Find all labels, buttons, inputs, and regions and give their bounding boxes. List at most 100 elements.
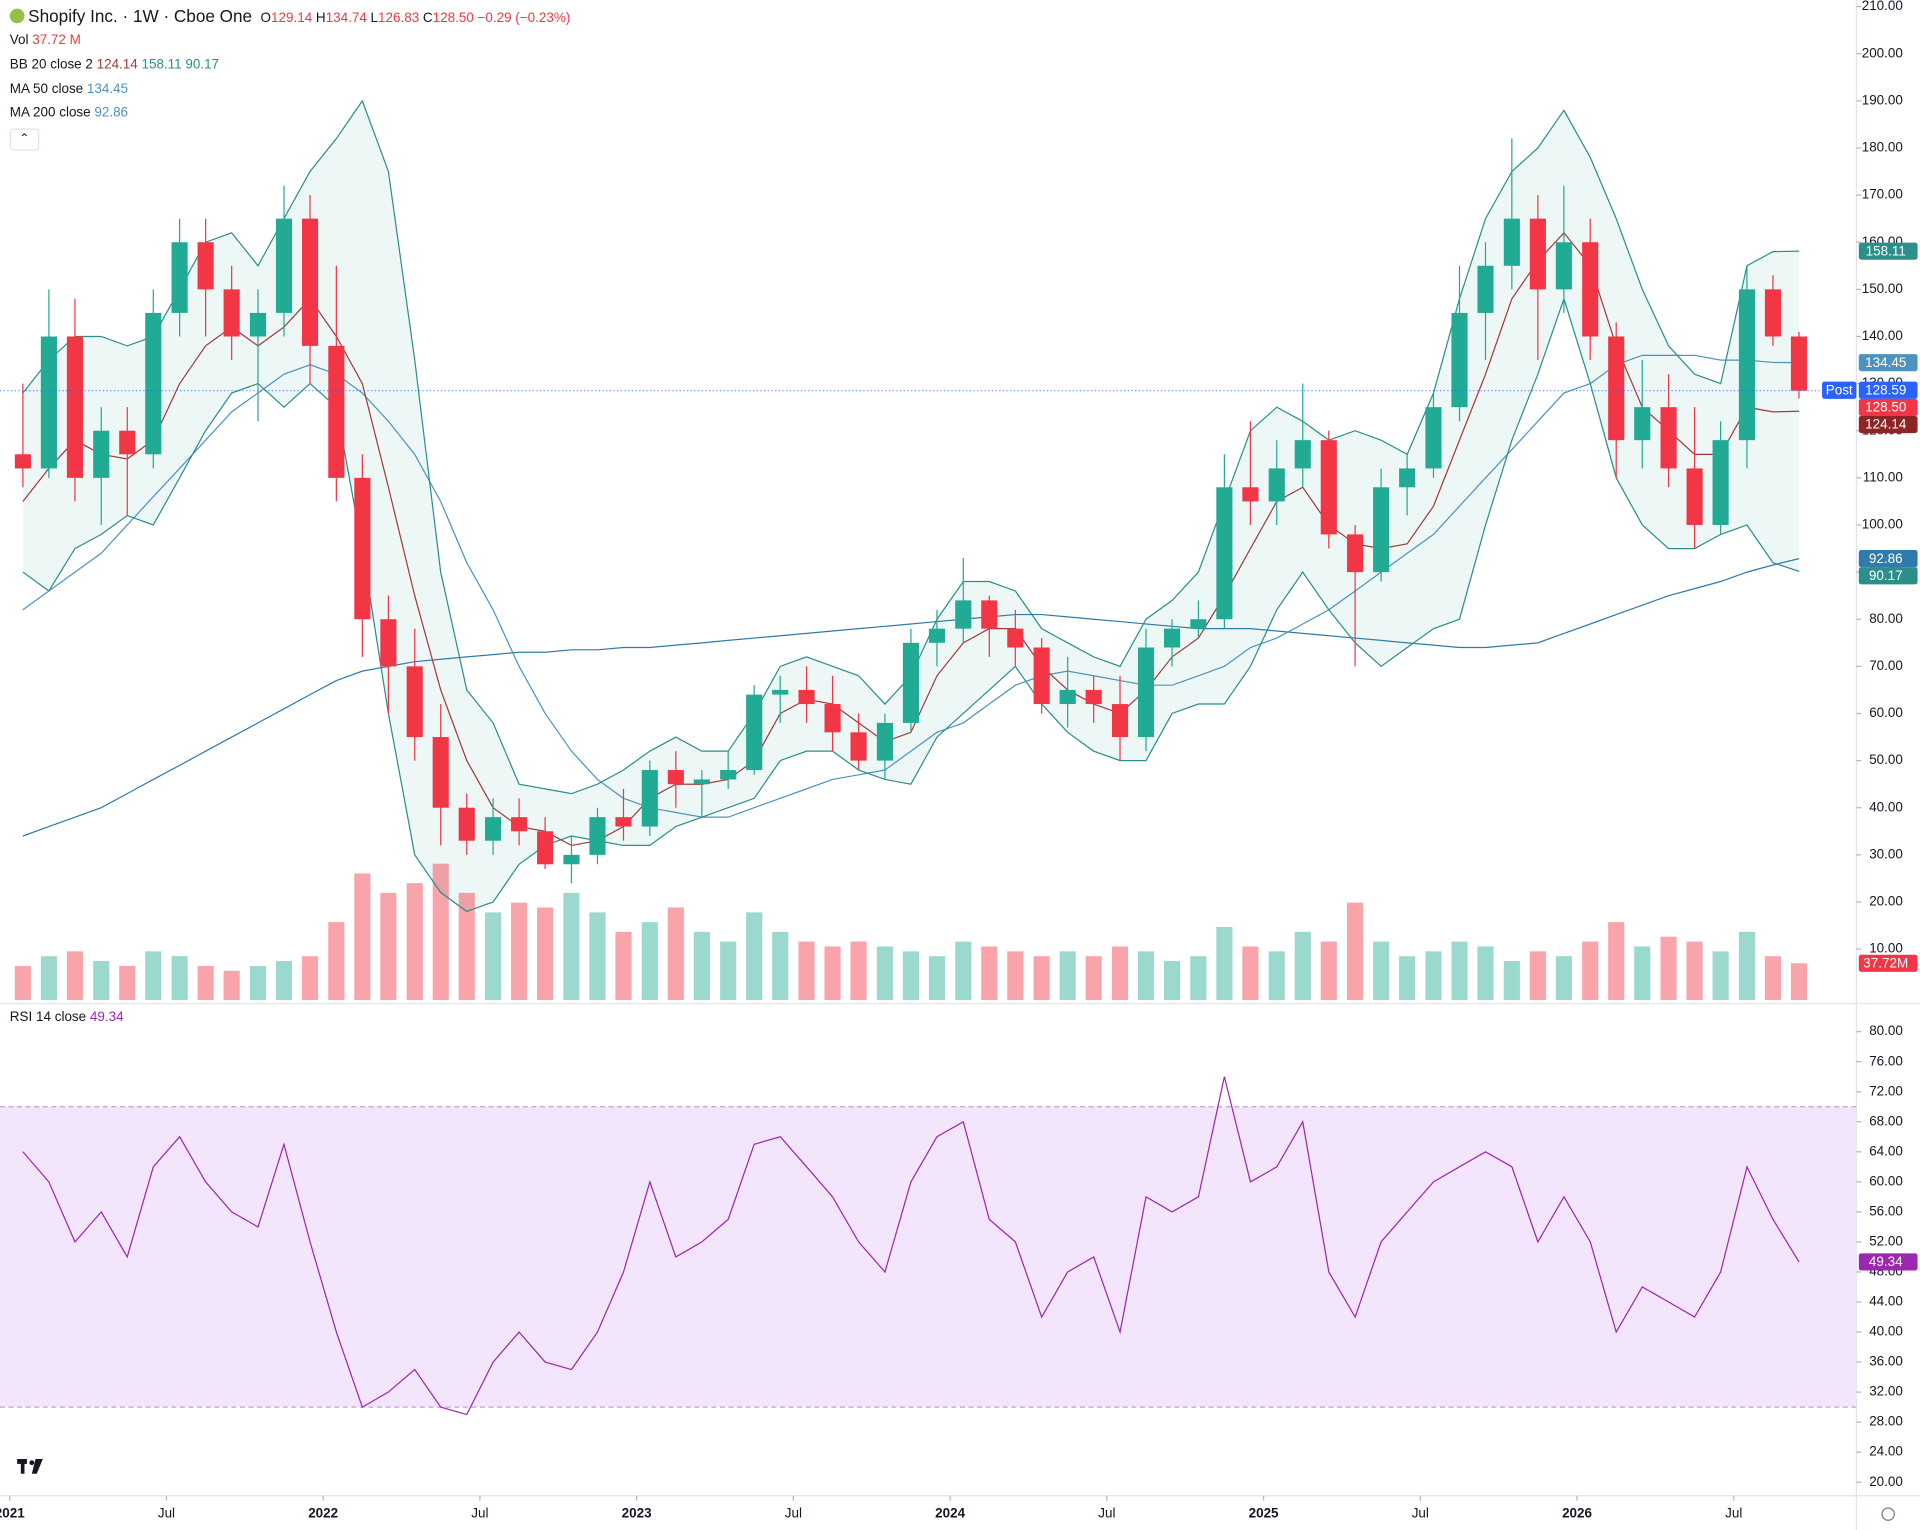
- symbol-title: Shopify Inc. · 1W · Cboe One: [28, 6, 253, 26]
- volume-bar: [1529, 951, 1546, 1001]
- candle-body: [432, 737, 449, 808]
- vol-legend: Vol 37.72 M: [10, 33, 85, 48]
- candle-body: [876, 722, 893, 761]
- candle-body: [328, 345, 345, 478]
- volume-bar: [824, 946, 841, 1001]
- candle-body: [458, 807, 475, 841]
- volume-bar: [876, 946, 893, 1001]
- x-tick-label: Jul: [1725, 1506, 1742, 1521]
- candle-body: [66, 336, 83, 478]
- x-tick-label: 2024: [935, 1506, 965, 1521]
- candle-body: [1294, 440, 1311, 469]
- bb-fill: [493, 722, 520, 902]
- volume-bar: [928, 956, 946, 1001]
- ohlc-value: 128.50: [432, 11, 474, 26]
- price-badge-label: 128.59: [1865, 382, 1906, 397]
- volume-bar: [981, 946, 998, 1001]
- candle-body: [1660, 407, 1677, 469]
- bb-fill: [414, 360, 441, 893]
- candle-body: [720, 770, 737, 780]
- candle-body: [928, 628, 946, 643]
- rsi-y-tick-label: 72.00: [1869, 1083, 1903, 1098]
- volume-bar: [1425, 951, 1442, 1001]
- y-tick-label: 40.00: [1869, 799, 1903, 814]
- rsi-badge: [1858, 1253, 1918, 1271]
- y-tick-label: 150.00: [1862, 281, 1903, 296]
- volume-bar: [1582, 941, 1599, 1001]
- volume-bar: [563, 892, 580, 1001]
- volume-bar: [850, 941, 867, 1001]
- volume-bar: [1347, 902, 1364, 1001]
- candle-body: [40, 336, 57, 469]
- candle-body: [249, 312, 267, 337]
- ma50-legend: MA 50 close 134.45: [10, 82, 132, 97]
- volume-bar: [1268, 951, 1285, 1001]
- x-tick-label: 2025: [1249, 1506, 1279, 1521]
- post-tag: [1822, 381, 1857, 399]
- volume-badge-label: 37.72M: [1863, 955, 1908, 970]
- volume-bar: [1242, 946, 1259, 1001]
- y-tick-label: 20.00: [1869, 894, 1903, 909]
- volume-bar: [1373, 941, 1390, 1001]
- collapse-legend-button[interactable]: ⌃: [9, 128, 40, 151]
- volume-bar: [1059, 951, 1076, 1001]
- y-tick-label: 10.00: [1869, 941, 1903, 956]
- volume-badge: [1858, 954, 1918, 972]
- bb-fill: [388, 171, 415, 855]
- volume-bar: [511, 902, 528, 1001]
- candle-body: [1373, 487, 1390, 573]
- candle-body: [1790, 336, 1808, 391]
- candle-body: [1738, 289, 1756, 441]
- volume-bar: [432, 863, 449, 1001]
- volume-bar: [66, 951, 83, 1001]
- x-tick-label: Jul: [1412, 1506, 1429, 1521]
- post-tag-label: Post: [1826, 382, 1853, 397]
- price-badge-label: 134.45: [1865, 355, 1906, 370]
- rsi-value: 49.34: [89, 1009, 124, 1025]
- candle-body: [380, 619, 397, 667]
- candle-body: [275, 218, 293, 313]
- bb-lower-line: [22, 296, 1800, 913]
- price-badge: [1858, 567, 1918, 585]
- candle-body: [1059, 689, 1076, 705]
- rsi-y-tick-label: 40.00: [1869, 1324, 1903, 1339]
- bb-fill: [1250, 407, 1277, 667]
- volume-bar: [720, 941, 737, 1001]
- bb-fill: [1276, 407, 1303, 610]
- candle-body: [1399, 468, 1416, 488]
- bb-fill: [780, 656, 807, 761]
- ohlc-key: H: [315, 11, 326, 26]
- volume-bar: [1477, 946, 1494, 1001]
- tv-logo[interactable]: [17, 1459, 43, 1474]
- candle-body: [902, 642, 919, 723]
- rsi-y-tick-label: 80.00: [1869, 1023, 1903, 1038]
- volume-bar: [615, 931, 632, 1001]
- volume-bar: [1608, 922, 1625, 1001]
- candle-body: [406, 666, 423, 738]
- rsi-y-tick-label: 44.00: [1869, 1294, 1903, 1309]
- volume-bar: [641, 922, 658, 1001]
- volume-bar: [14, 965, 31, 1001]
- x-tick-label: 2021: [0, 1506, 25, 1521]
- candle-body: [511, 817, 528, 832]
- volume-bar: [485, 912, 502, 1001]
- y-tick-label: 200.00: [1862, 45, 1903, 60]
- ohlc-value: 129.14: [270, 11, 313, 26]
- volume-bar: [458, 892, 475, 1001]
- candle-body: [93, 430, 110, 478]
- settings-button[interactable]: [1881, 1507, 1895, 1521]
- candle-body: [1686, 468, 1703, 525]
- x-tick-label: Jul: [471, 1506, 488, 1521]
- ma-value: 134.45: [86, 82, 129, 97]
- ma-value: 92.86: [94, 105, 129, 120]
- volume-bar: [171, 956, 188, 1001]
- candle-body: [589, 817, 606, 855]
- volume-bar: [328, 922, 345, 1001]
- candle-body: [1634, 407, 1651, 441]
- volume-bar: [40, 956, 57, 1001]
- candle-body: [850, 732, 867, 761]
- price-badge-label: 90.17: [1869, 568, 1903, 583]
- volume-bar: [380, 892, 397, 1001]
- price-badge-label: 92.86: [1869, 551, 1903, 566]
